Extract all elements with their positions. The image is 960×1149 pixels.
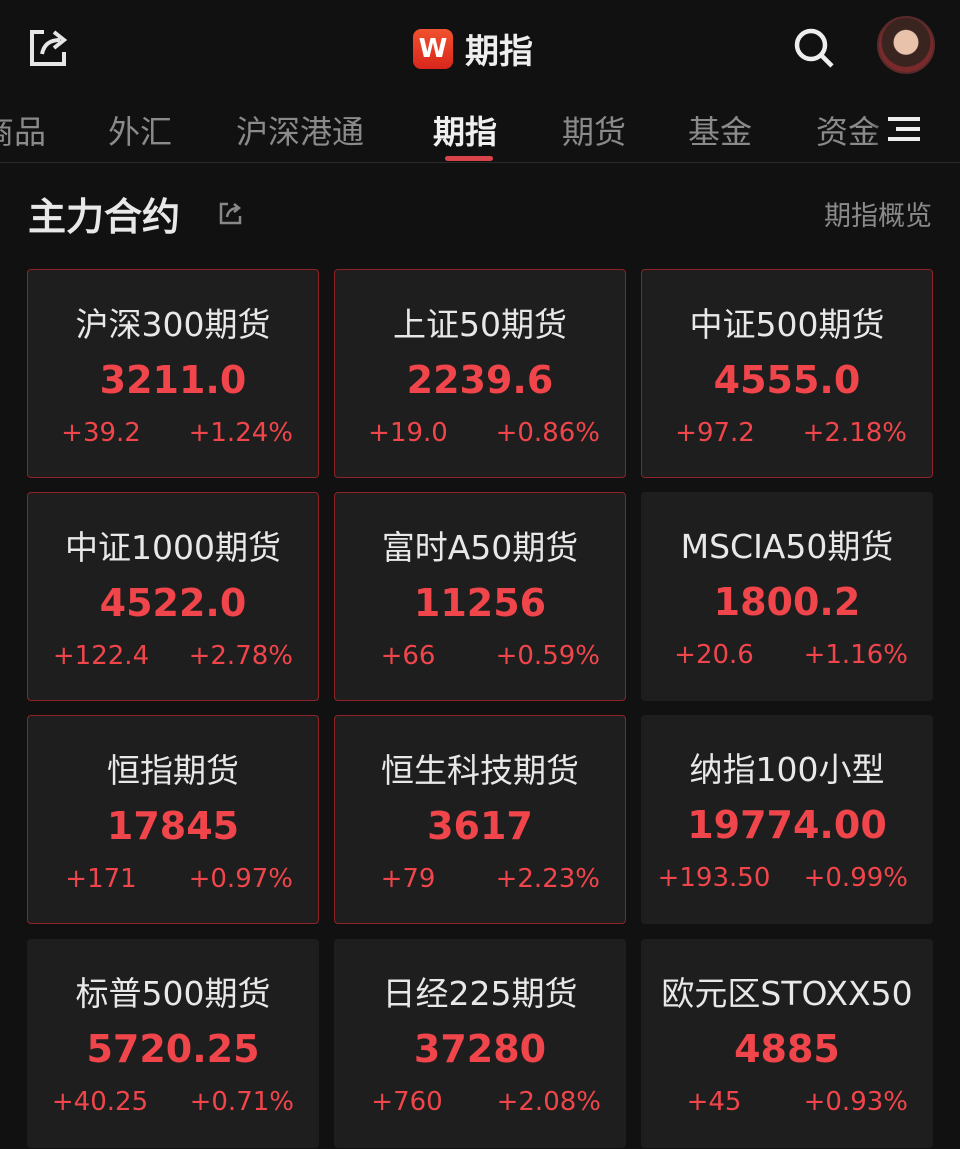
section-title: 主力合约 xyxy=(28,195,181,239)
price-change: +66 xyxy=(380,641,436,671)
percent-change: +1.16% xyxy=(803,640,908,670)
avatar[interactable] xyxy=(877,16,935,74)
contract-name: 日经225期货 xyxy=(382,974,578,1013)
last-price: 17845 xyxy=(106,804,240,848)
percent-change: +0.59% xyxy=(495,641,600,671)
last-price: 4885 xyxy=(734,1027,840,1071)
quote-card[interactable]: 富时A50期货 11256 +66 +0.59% xyxy=(334,492,626,701)
quote-card[interactable]: 沪深300期货 3211.0 +39.2 +1.24% xyxy=(27,269,319,478)
contract-name: 富时A50期货 xyxy=(381,528,579,567)
tab-funds[interactable]: 基金 xyxy=(688,113,753,151)
contract-name: 沪深300期货 xyxy=(75,305,271,344)
last-price: 5720.25 xyxy=(86,1027,260,1071)
quote-card[interactable]: 上证50期货 2239.6 +19.0 +0.86% xyxy=(334,269,626,478)
last-price: 1800.2 xyxy=(713,580,861,624)
share-icon[interactable] xyxy=(218,200,244,226)
overview-link[interactable]: 期指概览 xyxy=(824,201,932,232)
price-change: +19.0 xyxy=(368,418,448,448)
price-change: +40.25 xyxy=(51,1087,149,1117)
tab-index-futures[interactable]: 期指 xyxy=(433,113,498,151)
quote-card[interactable]: 纳指100小型 19774.00 +193.50 +0.99% xyxy=(641,715,933,924)
tab-commodities[interactable]: 商品 xyxy=(0,113,47,151)
price-change: +20.6 xyxy=(674,640,754,670)
percent-change: +0.97% xyxy=(188,864,293,894)
percent-change: +2.23% xyxy=(495,864,600,894)
quote-card[interactable]: 中证500期货 4555.0 +97.2 +2.18% xyxy=(641,269,933,478)
last-price: 3211.0 xyxy=(99,358,247,402)
percent-change: +0.86% xyxy=(495,418,600,448)
price-change: +193.50 xyxy=(657,863,771,893)
percent-change: +0.93% xyxy=(803,1087,908,1117)
price-change: +760 xyxy=(371,1087,443,1117)
price-change: +39.2 xyxy=(61,418,141,448)
app-logo: W xyxy=(413,28,453,69)
quote-card[interactable]: 日经225期货 37280 +760 +2.08% xyxy=(334,939,626,1148)
tab-connect[interactable]: 沪深港通 xyxy=(236,113,365,151)
quote-card[interactable]: 欧元区STOXX50 4885 +45 +0.93% xyxy=(641,939,933,1148)
last-price: 4555.0 xyxy=(713,358,861,402)
contract-name: 标普500期货 xyxy=(75,974,271,1013)
contract-name: 上证50期货 xyxy=(393,305,567,344)
percent-change: +1.24% xyxy=(188,418,293,448)
active-tab-indicator xyxy=(445,156,493,161)
quote-card[interactable]: 恒生科技期货 3617 +79 +2.23% xyxy=(334,715,626,924)
search-icon[interactable] xyxy=(792,26,836,70)
quote-card[interactable]: 恒指期货 17845 +171 +0.97% xyxy=(27,715,319,924)
percent-change: +2.18% xyxy=(802,418,907,448)
last-price: 11256 xyxy=(413,581,547,625)
percent-change: +0.71% xyxy=(189,1087,294,1117)
tab-futures[interactable]: 期货 xyxy=(562,113,627,151)
quote-card[interactable]: MSCIA50期货 1800.2 +20.6 +1.16% xyxy=(641,492,933,701)
last-price: 19774.00 xyxy=(687,803,887,847)
top-bar: W 期指 xyxy=(0,0,960,95)
price-change: +171 xyxy=(65,864,137,894)
price-change: +97.2 xyxy=(675,418,755,448)
last-price: 3617 xyxy=(427,804,533,848)
contract-name: 纳指100小型 xyxy=(689,750,885,789)
title-text: 期指 xyxy=(465,32,533,72)
contract-name: 恒生科技期货 xyxy=(381,751,579,790)
last-price: 37280 xyxy=(413,1027,547,1071)
price-change: +79 xyxy=(380,864,436,894)
page-title: W 期指 xyxy=(413,24,533,73)
quote-card[interactable]: 中证1000期货 4522.0 +122.4 +2.78% xyxy=(27,492,319,701)
percent-change: +2.78% xyxy=(188,641,293,671)
tab-forex[interactable]: 外汇 xyxy=(108,113,173,151)
share-icon[interactable] xyxy=(28,26,70,68)
menu-icon[interactable] xyxy=(870,95,960,162)
contract-name: 欧元区STOXX50 xyxy=(661,974,913,1013)
contract-name: MSCIA50期货 xyxy=(680,527,894,566)
quote-card[interactable]: 标普500期货 5720.25 +40.25 +0.71% xyxy=(27,939,319,1148)
percent-change: +0.99% xyxy=(803,863,908,893)
last-price: 2239.6 xyxy=(406,358,554,402)
percent-change: +2.08% xyxy=(496,1087,601,1117)
contract-name: 中证500期货 xyxy=(689,305,885,344)
tab-bar: 商品 外汇 沪深港通 期指 期货 基金 资金 xyxy=(0,95,960,163)
price-change: +45 xyxy=(686,1087,742,1117)
price-change: +122.4 xyxy=(52,641,150,671)
contract-name: 恒指期货 xyxy=(107,751,239,790)
tab-capital[interactable]: 资金 xyxy=(816,113,881,151)
contract-name: 中证1000期货 xyxy=(65,528,281,567)
last-price: 4522.0 xyxy=(99,581,247,625)
